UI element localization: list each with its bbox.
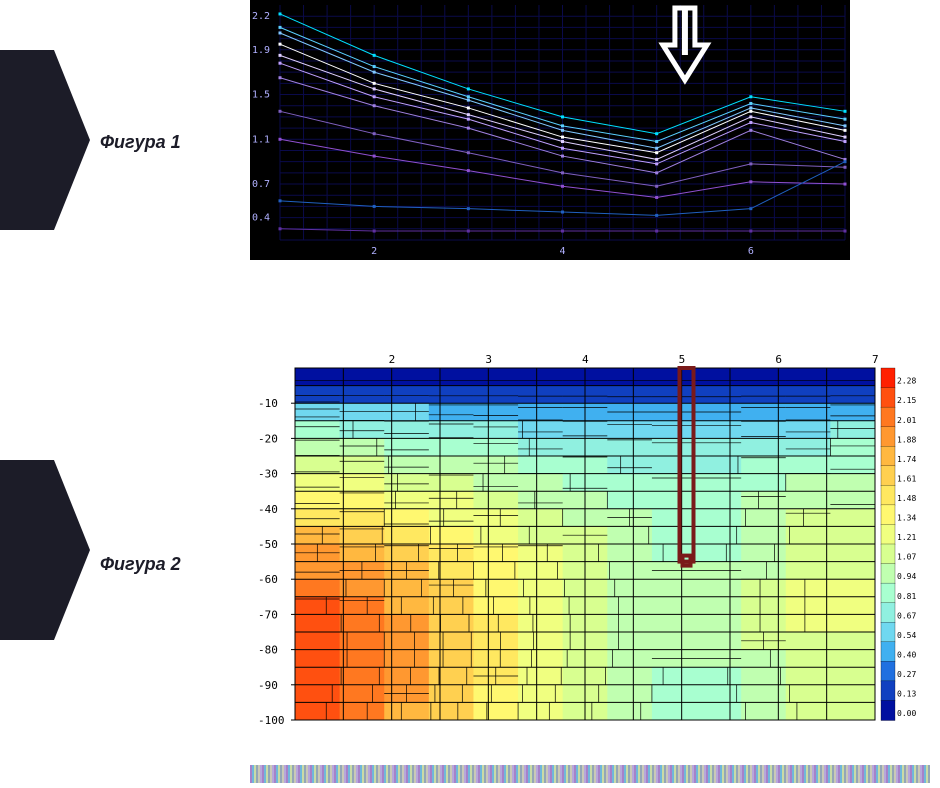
legend-value: 0.94 xyxy=(897,572,916,581)
fig1-ytick: 1.5 xyxy=(252,90,270,101)
legend-swatch xyxy=(881,564,895,584)
fig1-xtick: 6 xyxy=(748,246,754,257)
legend-swatch xyxy=(881,466,895,486)
fig1-ytick: 1.9 xyxy=(252,45,270,56)
fig2-xtick: 5 xyxy=(679,353,686,366)
legend-value: 1.07 xyxy=(897,553,916,562)
fig2-xtick: 4 xyxy=(582,353,589,366)
legend-value: 1.48 xyxy=(897,494,916,503)
legend-value: 1.74 xyxy=(897,455,916,464)
legend-swatch xyxy=(881,524,895,544)
legend-swatch xyxy=(881,700,895,720)
legend-value: 2.01 xyxy=(897,416,916,425)
legend-value: 0.13 xyxy=(897,690,916,699)
fig2-ytick: -80 xyxy=(258,644,278,657)
legend-swatch xyxy=(881,681,895,701)
legend-swatch xyxy=(881,642,895,662)
legend-value: 0.40 xyxy=(897,650,916,659)
legend-value: 0.27 xyxy=(897,670,916,679)
figure2-label: Фигура 2 xyxy=(100,554,181,575)
legend-swatch xyxy=(881,603,895,623)
figure1-line-chart: 0.4 0.7 1.1 1.5 1.9 2.2 2 4 6 xyxy=(250,0,850,260)
fig2-ytick: -20 xyxy=(258,432,278,445)
fig1-ytick: 0.7 xyxy=(252,179,270,190)
arrow-down-icon xyxy=(663,8,707,80)
figure2-heatmap: 2 3 4 5 6 7 -10 -20 -30 -40 -50 -60 -70 -80 -90 -100 2.2… xyxy=(250,350,930,725)
fig2-ytick: -60 xyxy=(258,573,278,586)
legend-value: 0.81 xyxy=(897,592,916,601)
legend-swatch xyxy=(881,661,895,681)
legend-value: 0.00 xyxy=(897,709,916,718)
legend-swatch xyxy=(881,505,895,525)
noise-strip xyxy=(250,765,930,783)
fig2-xtick: 2 xyxy=(389,353,396,366)
fig2-ytick: -100 xyxy=(258,714,285,725)
legend-swatch xyxy=(881,485,895,505)
fig2-xtick: 3 xyxy=(485,353,492,366)
legend-value: 2.28 xyxy=(897,377,916,386)
legend-value: 1.34 xyxy=(897,514,916,523)
pointer-shape-2 xyxy=(0,460,90,640)
fig1-xtick: 2 xyxy=(371,246,377,257)
fig1-xtick: 4 xyxy=(560,246,566,257)
fig2-ytick: -50 xyxy=(258,538,278,551)
fig2-ytick: -10 xyxy=(258,397,278,410)
legend-value: 0.67 xyxy=(897,611,916,620)
fig2-ytick: -90 xyxy=(258,679,278,692)
fig2-ytick: -30 xyxy=(258,468,278,481)
fig1-ytick: 2.2 xyxy=(252,11,270,22)
legend-value: 1.61 xyxy=(897,474,916,483)
legend-value: 1.21 xyxy=(897,533,916,542)
legend-swatch xyxy=(881,407,895,427)
fig2-ytick: -70 xyxy=(258,608,278,621)
legend-swatch xyxy=(881,446,895,466)
legend-value: 1.88 xyxy=(897,435,916,444)
legend-value: 2.15 xyxy=(897,396,916,405)
legend-swatch xyxy=(881,368,895,388)
legend-swatch xyxy=(881,544,895,564)
legend-swatch xyxy=(881,388,895,408)
fig2-ytick: -40 xyxy=(258,503,278,516)
figure1-label: Фигура 1 xyxy=(100,132,181,153)
legend-value: 0.54 xyxy=(897,631,916,640)
legend-swatch xyxy=(881,583,895,603)
legend-swatch xyxy=(881,427,895,447)
fig2-xtick: 7 xyxy=(872,353,879,366)
fig2-xtick: 6 xyxy=(775,353,782,366)
legend-swatch xyxy=(881,622,895,642)
fig1-ytick: 0.4 xyxy=(252,213,270,224)
fig1-ytick: 1.1 xyxy=(252,134,270,145)
pointer-shape-1 xyxy=(0,50,90,230)
